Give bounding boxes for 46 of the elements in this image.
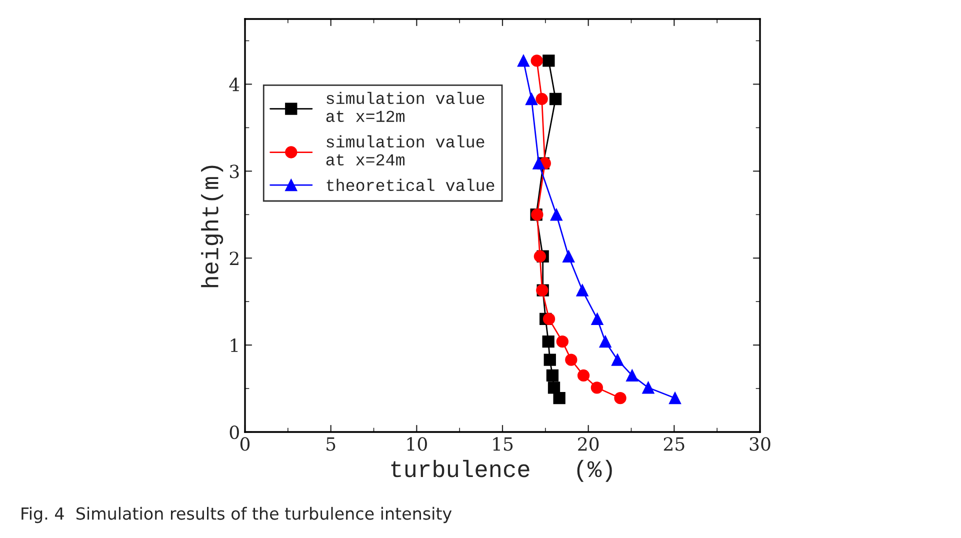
point — [525, 92, 538, 106]
point — [548, 382, 560, 394]
x-axis-title: turbulence (%) — [391, 460, 612, 482]
y-tick-label: 2 — [230, 252, 238, 265]
x-tick-label: 15 — [493, 437, 513, 451]
point — [576, 284, 588, 296]
point — [544, 354, 556, 366]
legend-label: simulation value at x=24m — [326, 135, 484, 166]
point — [565, 354, 578, 366]
point — [599, 336, 612, 348]
x-tick-label: 20 — [578, 437, 599, 451]
y-tick-label: 3 — [230, 164, 239, 178]
legend-label: theoretical value — [326, 178, 494, 192]
point — [590, 382, 603, 394]
y-tick-label: 0 — [230, 425, 239, 440]
point — [562, 250, 575, 262]
point — [546, 369, 559, 382]
point — [542, 336, 554, 348]
point — [556, 336, 568, 348]
point — [611, 354, 624, 366]
point — [549, 92, 562, 106]
y-tick-label: 1 — [230, 338, 238, 352]
caption: Fig. 4 Simulation results of the turbulence intensity — [22, 506, 452, 524]
x-tick-label: 25 — [664, 437, 684, 451]
point — [577, 369, 590, 382]
point — [542, 54, 555, 67]
point — [534, 250, 546, 262]
y-tick-label: 4 — [229, 78, 240, 92]
point — [530, 54, 543, 67]
point — [668, 392, 682, 404]
point — [614, 392, 626, 404]
point — [542, 312, 556, 326]
point — [642, 382, 654, 394]
x-tick-label: 5 — [326, 437, 336, 451]
point — [532, 157, 545, 170]
point — [553, 392, 566, 404]
point — [550, 208, 562, 221]
point — [626, 369, 638, 382]
x-tick-label: 10 — [407, 437, 427, 451]
point — [517, 54, 530, 67]
x-tick-label: 30 — [750, 437, 770, 451]
legend-label: simulation value at x=12m — [326, 92, 484, 122]
y-axis-title: height(m) — [201, 166, 224, 288]
point — [536, 92, 548, 106]
x-tick-label: 0 — [240, 437, 250, 451]
point — [591, 312, 604, 326]
